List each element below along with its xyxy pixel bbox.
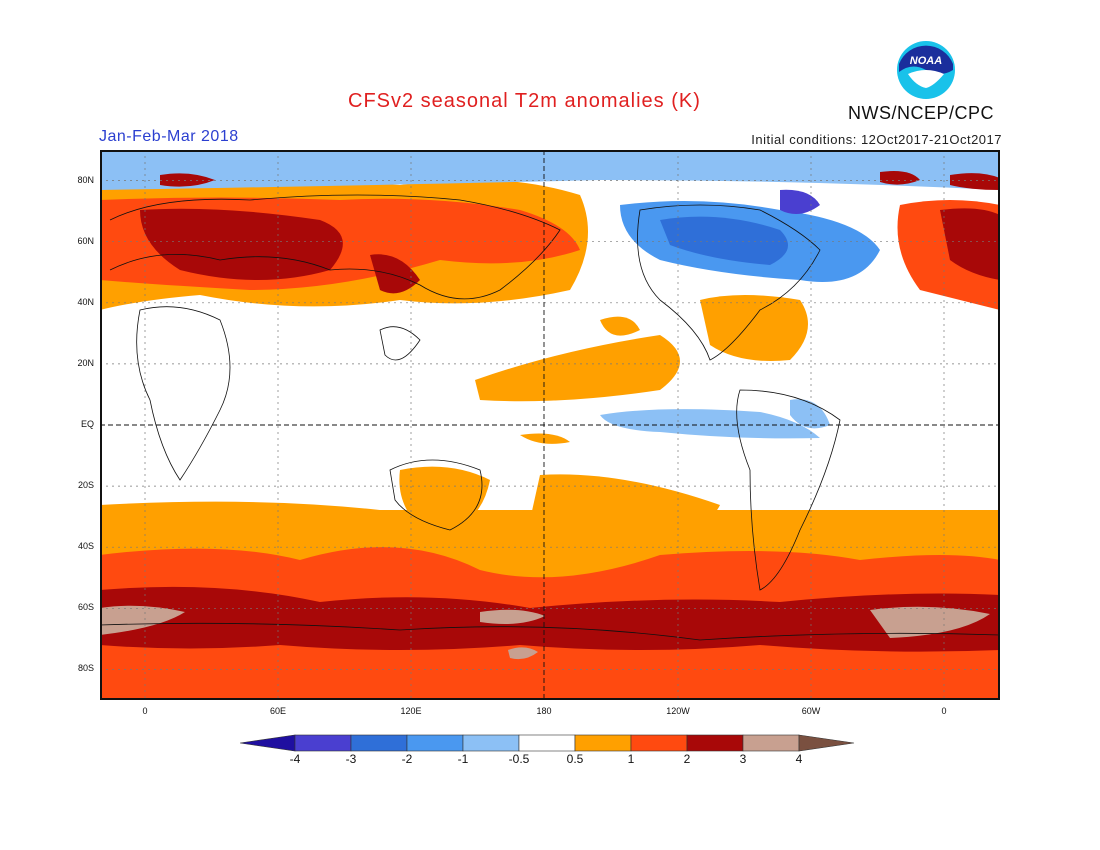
northern-anomaly-bands — [100, 150, 1000, 361]
lat-label-40s: 40S — [77, 541, 94, 551]
lat-label-60n: 60N — [77, 236, 94, 246]
legend-cell-min — [240, 734, 296, 752]
legend-cell — [462, 734, 520, 752]
map-title: CFSv2 seasonal T2m anomalies (K) — [348, 90, 701, 112]
lat-label-60s: 60S — [77, 602, 94, 612]
logo-lettering: NOAA — [910, 55, 942, 67]
legend-cell — [406, 734, 464, 752]
forecast-period: Jan-Feb-Mar 2018 — [99, 128, 239, 145]
legend-cell — [574, 734, 632, 752]
lon-label-0-east: 0 — [941, 706, 947, 716]
lat-label-20n: 20N — [77, 358, 94, 368]
legend-tick-label: -4 — [289, 752, 301, 766]
lat-label-80n: 80N — [77, 175, 94, 185]
legend-tick-label: -3 — [345, 752, 357, 766]
lon-label-120e: 120E — [400, 706, 422, 716]
lat-label-20s: 20S — [77, 480, 94, 490]
southern-anomaly-bands — [100, 466, 1000, 700]
lon-label-180: 180 — [536, 706, 552, 716]
legend-tick-label: 0.5 — [566, 752, 584, 766]
legend-cell — [350, 734, 408, 752]
legend-tick-label: 1 — [627, 752, 635, 766]
legend-tick-label: -0.5 — [508, 752, 530, 766]
legend-cell — [294, 734, 352, 752]
legend-tick-label: -2 — [401, 752, 413, 766]
initial-conditions: Initial conditions: 12Oct2017-21Oct2017 — [751, 132, 1002, 147]
legend-tick-label: -1 — [457, 752, 469, 766]
lon-label-120w: 120W — [666, 706, 690, 716]
anomaly-map — [100, 150, 1000, 700]
legend-cell — [518, 734, 576, 752]
lon-label-60e: 60E — [269, 706, 286, 716]
lat-label-eq: EQ — [80, 419, 94, 429]
legend-cell — [742, 734, 800, 752]
lat-label-40n: 40N — [77, 297, 94, 307]
noaa-logo: NOAA — [897, 41, 955, 99]
color-legend — [240, 734, 855, 752]
tropical-anomalies — [475, 316, 830, 444]
map-graticule — [100, 150, 1000, 700]
lon-label-0: 0 — [142, 706, 148, 716]
legend-tick-label: 3 — [739, 752, 747, 766]
lon-label-60w: 60W — [801, 706, 821, 716]
coastlines — [100, 194, 1000, 641]
legend-cell — [630, 734, 688, 752]
agency-label: NWS/NCEP/CPC — [848, 103, 995, 123]
legend-cell-max — [798, 734, 855, 752]
legend-tick-label: 4 — [795, 752, 803, 766]
map-frame — [100, 150, 1000, 700]
legend-cell — [686, 734, 744, 752]
legend-tick-label: 2 — [683, 752, 691, 766]
lat-label-80s: 80S — [77, 663, 94, 673]
